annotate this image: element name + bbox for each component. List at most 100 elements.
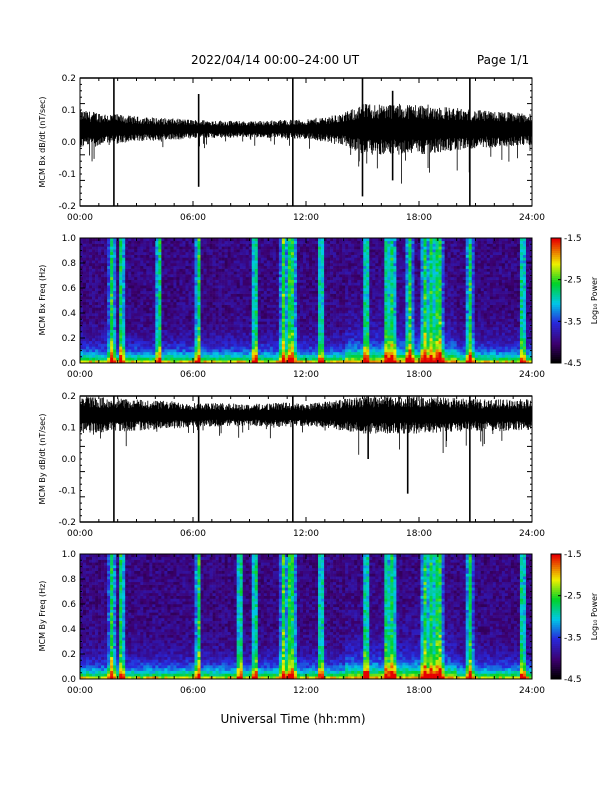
spectrogram-cell [278, 304, 283, 308]
spectrogram-cell [266, 343, 271, 347]
spectrogram-cell [149, 265, 153, 269]
spectrogram-cell [218, 343, 222, 347]
spectrogram-cell [321, 301, 325, 305]
spectrogram-cell [116, 293, 120, 297]
spectrogram-cell [92, 285, 96, 289]
spectrogram-cell [260, 249, 265, 253]
spectrogram-cell [269, 315, 274, 319]
spectrogram-cell [203, 257, 207, 261]
spectrogram-cell [309, 246, 313, 250]
spectrogram-cell [116, 290, 120, 294]
spectrogram-cell [354, 307, 358, 311]
spectrogram-cell [396, 310, 400, 314]
spectrogram-cell [89, 288, 93, 292]
spectrogram-cell [245, 360, 250, 364]
spectrogram-cell [197, 346, 201, 350]
spectrogram-cell [287, 257, 292, 261]
spectrogram-cell [137, 315, 141, 319]
spectrogram-cell [330, 274, 334, 278]
spectrogram-cell [302, 299, 307, 303]
spectrogram-cell [396, 257, 400, 261]
spectrogram-cell [284, 304, 289, 308]
spectrogram-cell [287, 332, 292, 336]
spectrogram-cell [312, 315, 316, 319]
spectrogram-cell [402, 313, 406, 317]
spectrogram-cell [287, 282, 292, 286]
spectrogram-cell [233, 315, 237, 319]
spectrogram-cell [327, 238, 331, 242]
spectrogram-cell [345, 357, 349, 361]
spectrogram-cell [104, 257, 108, 261]
spectrogram-cell [384, 268, 388, 272]
spectrogram-cell [381, 282, 385, 286]
spectrogram-cell [366, 249, 370, 253]
spectrogram-cell [224, 288, 228, 292]
spectrogram-cell [149, 251, 153, 255]
spectrogram-cell [369, 304, 373, 308]
spectrogram-cell [321, 279, 325, 283]
spectrogram-cell [134, 318, 138, 322]
spectrogram-cell [378, 343, 382, 347]
spectrogram-cell [212, 360, 216, 364]
spectrogram-cell [339, 304, 343, 308]
spectrogram-cell [351, 313, 355, 317]
spectrogram-cell [366, 360, 370, 364]
spectrogram-cell [113, 343, 117, 347]
spectrogram-cell [236, 310, 240, 314]
spectrogram-cell [92, 321, 96, 325]
spectrogram-cell [357, 276, 361, 280]
spectrogram-cell [333, 276, 337, 280]
spectrogram-cell [122, 307, 126, 311]
spectrogram-cell [218, 246, 222, 250]
spectrogram-cell [143, 276, 147, 280]
spectrogram-cell [378, 315, 382, 319]
spectrogram-cell [269, 338, 274, 342]
spectrogram-cell [215, 349, 219, 353]
spectrogram-cell [354, 260, 358, 264]
spectrogram-cell [257, 332, 262, 336]
spectrogram-cell [107, 307, 111, 311]
spectrogram-cell [140, 271, 144, 275]
spectrogram-cell [293, 271, 298, 275]
spectrogram-cell [348, 335, 352, 339]
spectrogram-cell [257, 310, 262, 314]
spectrogram-cell [92, 301, 96, 305]
spectrogram-cell [296, 243, 301, 247]
spectrogram-cell [86, 246, 90, 250]
spectrogram-cell [188, 360, 192, 364]
spectrogram-cell [164, 271, 168, 275]
spectrogram-cell [200, 351, 204, 355]
spectrogram-cell [161, 357, 165, 361]
spectrogram-cell [128, 268, 132, 272]
spectrogram-cell [378, 285, 382, 289]
spectrogram-cell [333, 299, 337, 303]
spectrogram-cell [161, 271, 165, 275]
spectrogram-cell [89, 357, 93, 361]
spectrogram-cell [251, 260, 256, 264]
spectrogram-cell [390, 360, 394, 364]
spectrogram-cell [342, 285, 346, 289]
spectrogram-cell [251, 290, 256, 294]
spectrogram-cell [173, 329, 177, 333]
spectrogram-cell [152, 238, 156, 242]
spectrogram-cell [384, 346, 388, 350]
spectrogram-cell [369, 335, 373, 339]
spectrogram-cell [203, 346, 207, 350]
header-title: 2022/04/14 00:00–24:00 UT [191, 53, 360, 67]
spectrogram-cell [330, 343, 334, 347]
spectrogram-cell [242, 238, 247, 242]
spectrogram-cell [137, 251, 141, 255]
spectrogram-cell [122, 335, 126, 339]
spectrogram-cell [206, 238, 210, 242]
spectrogram-cell [98, 354, 102, 358]
spectrogram-cell [384, 251, 388, 255]
spectrogram-cell [95, 346, 99, 350]
spectrogram-cell [203, 268, 207, 272]
spectrogram-cell [152, 274, 156, 278]
spectrogram-cell [278, 338, 283, 342]
spectrogram-cell [360, 260, 364, 264]
spectrogram-cell [266, 313, 271, 317]
spectrogram-cell [143, 246, 147, 250]
spectrogram-cell [372, 246, 376, 250]
spectrogram-cell [348, 310, 352, 314]
